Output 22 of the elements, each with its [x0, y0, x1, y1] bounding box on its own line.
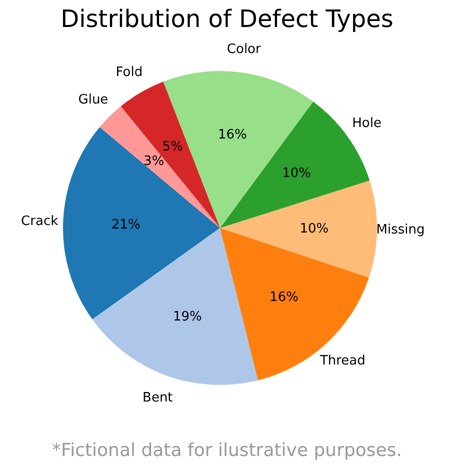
slice-label: Bent — [142, 390, 173, 406]
pie-slice — [220, 180, 377, 278]
text: *Fictional data for ilustrative purposes. — [52, 440, 402, 461]
data-label: 16% — [218, 128, 247, 143]
pie-slice — [100, 106, 220, 228]
data-label: 10% — [282, 166, 312, 182]
data-label: 21% — [111, 217, 140, 232]
slice-label: Color — [226, 42, 262, 58]
data-label: 16% — [270, 290, 298, 306]
pie-slice — [63, 127, 220, 320]
data-label: 10% — [300, 222, 329, 237]
slice-label: Missing — [376, 222, 425, 238]
slice-label: Crack — [21, 214, 59, 230]
data-label: 3% — [144, 154, 164, 169]
pie-slice — [92, 228, 258, 385]
slice-label: Glue — [78, 92, 108, 108]
data-label: 5% — [162, 140, 183, 155]
chart-title: Distribution of Defect Types — [60, 5, 394, 33]
slice-label: Fold — [116, 64, 143, 80]
slice-label: Thread — [318, 353, 366, 368]
data-label: 19% — [173, 309, 202, 324]
slice-label: Hole — [352, 116, 382, 131]
